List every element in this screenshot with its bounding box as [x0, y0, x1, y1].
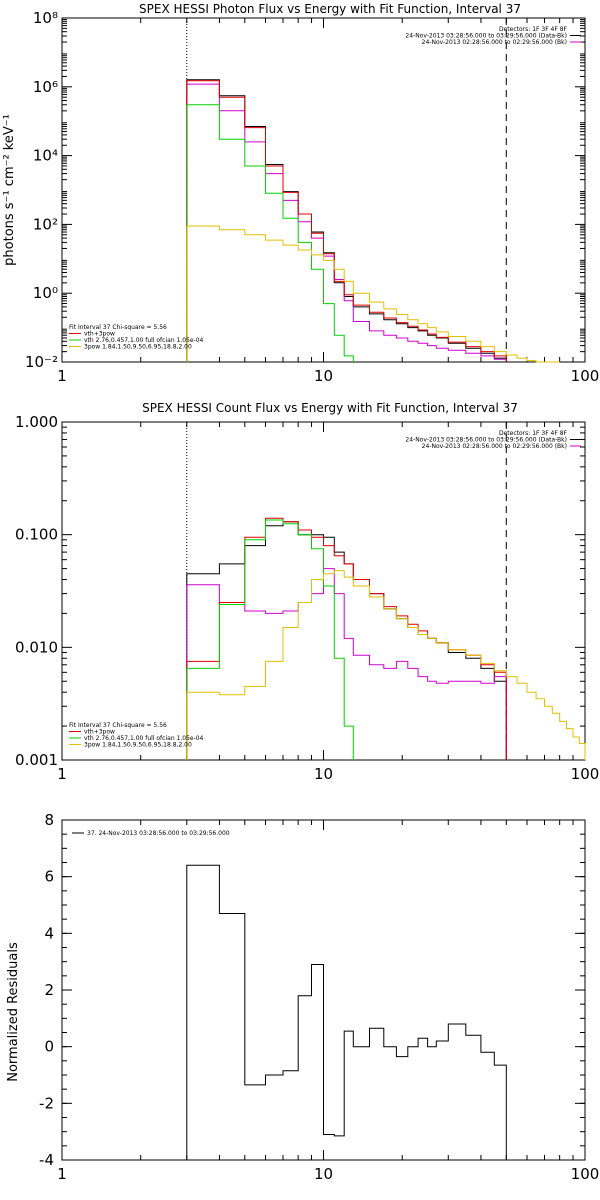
- y-tick-label: 6: [44, 868, 54, 886]
- photon-flux-plot: SPEX HESSI Photon Flux vs Energy with Fi…: [2, 2, 600, 385]
- series-bk: [186, 568, 507, 760]
- y-tick-label: 0.100: [15, 526, 58, 544]
- detector-text: 24-Nov-2013 03:28:56.000 to 03:29:56.000…: [405, 33, 567, 40]
- y-tick-label: 8: [44, 811, 54, 829]
- x-tick-label: 10: [314, 1165, 333, 1183]
- y-tick-label: 1.000: [15, 413, 58, 431]
- y-tick-label: 4: [44, 924, 54, 942]
- legend-entry: 37. 24-Nov-2013 03:28:56.000 to 03:29:56…: [87, 830, 230, 837]
- series-vth: [186, 104, 354, 362]
- legend-entry: vth 2.76,0.457,1.00 full ofcian 1.05e-04: [84, 337, 204, 344]
- detector-text: 24-Nov-2013 02:28:56.000 to 02:29:56.000…: [422, 443, 567, 450]
- x-tick-label: 1: [57, 367, 67, 385]
- legend-fit-interval: Fit Interval 37 Chi-square = 5.56: [69, 722, 167, 729]
- series-3pow: [186, 570, 586, 760]
- y-tick-label: 10⁻²: [25, 353, 58, 371]
- residuals-plot: Normalized Residuals 1 10 100 -4 -2 0 2 4 6 8 37. …: [6, 811, 600, 1183]
- y-tick-label: -2: [39, 1094, 54, 1112]
- photon-title: SPEX HESSI Photon Flux vs Energy with Fi…: [139, 2, 521, 16]
- y-tick-label: 10⁶: [33, 78, 58, 96]
- detector-text: Detectors: 1F 3F 4F 8F: [499, 26, 568, 33]
- detector-text: 24-Nov-2013 03:28:56.000 to 03:29:56.000…: [405, 437, 567, 444]
- series-vth-3pow: [186, 80, 507, 362]
- y-tick-label: 10²: [33, 215, 58, 233]
- residuals-ylabel: Normalized Residuals: [6, 942, 21, 1082]
- series-vth-3pow: [186, 517, 507, 760]
- photon-ylabel: photons s⁻¹ cm⁻² keV⁻¹: [2, 114, 17, 266]
- x-tick-label: 100: [571, 765, 600, 783]
- y-tick-label: 10⁴: [33, 147, 58, 165]
- x-tick-label: 10: [314, 367, 333, 385]
- detector-text: 24-Nov-2013 02:28:56.000 to 02:29:56.000…: [422, 39, 567, 46]
- count-flux-plot: SPEX HESSI Count Flux vs Energy with Fit…: [15, 401, 600, 783]
- y-tick-label: -4: [39, 1151, 54, 1169]
- series-37-24-nov-2013-03-28-56-000-to-03-29-56-000: [186, 864, 507, 1160]
- y-tick-label: 0.001: [15, 751, 58, 769]
- y-tick-label: 2: [44, 981, 54, 999]
- count-title: SPEX HESSI Count Flux vs Energy with Fit…: [142, 401, 518, 415]
- legend-fit-interval: Fit Interval 37 Chi-square = 5.56: [69, 324, 167, 331]
- x-tick-label: 1: [57, 765, 67, 783]
- legend-entry: vth+3pow: [84, 729, 115, 736]
- y-tick-label: 10⁰: [33, 284, 58, 302]
- series-vth: [186, 519, 354, 760]
- legend-entry: 3pow 1.84,1.50,9.50,6.95,18.8,2.00: [84, 344, 192, 351]
- legend-entry: 3pow 1.84,1.50,9.50,6.95,18.8,2.00: [84, 742, 192, 749]
- series-data-bk: [186, 79, 507, 362]
- x-tick-label: 100: [571, 367, 600, 385]
- legend-entry: vth 2.76,0.457,1.00 full ofcian 1.05e-04: [84, 735, 204, 742]
- x-tick-label: 100: [571, 1165, 600, 1183]
- x-tick-label: 10: [314, 765, 333, 783]
- y-tick-label: 0: [44, 1038, 54, 1056]
- y-tick-label: 0.010: [15, 638, 58, 656]
- series-data-bk: [186, 521, 507, 760]
- series-3pow: [186, 225, 560, 363]
- detector-text: Detectors: 1F 3F 4F 8F: [499, 430, 568, 437]
- y-tick-label: 10⁸: [33, 9, 58, 27]
- series-bk: [186, 83, 507, 362]
- legend-entry: vth+3pow: [84, 331, 115, 338]
- x-tick-label: 1: [57, 1165, 67, 1183]
